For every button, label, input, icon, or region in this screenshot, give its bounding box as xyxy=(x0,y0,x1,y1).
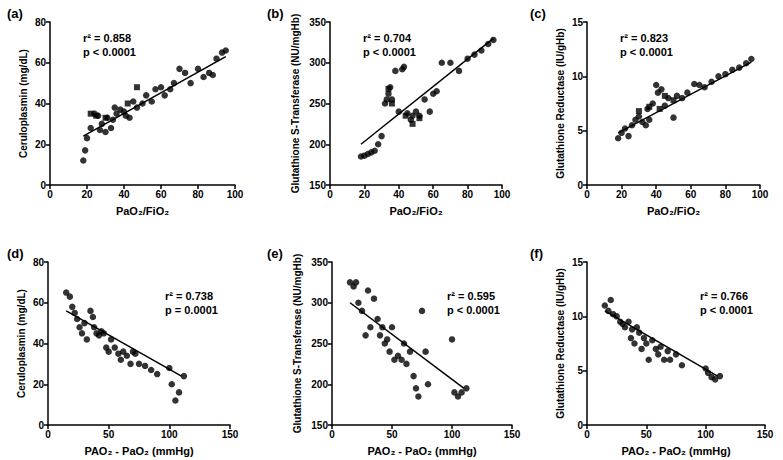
svg-text:15: 15 xyxy=(572,17,584,28)
svg-text:60: 60 xyxy=(33,297,45,308)
svg-text:PAO₂ - PaO₂ (mmHg): PAO₂ - PaO₂ (mmHg) xyxy=(84,445,194,457)
svg-text:40: 40 xyxy=(35,98,47,109)
svg-text:(a): (a) xyxy=(7,6,23,21)
svg-text:PAO₂ - PaO₂ (mmHg): PAO₂ - PaO₂ (mmHg) xyxy=(621,445,731,457)
svg-text:Glutathione Reductase (IU/gHb): Glutathione Reductase (IU/gHb) xyxy=(555,268,566,419)
svg-text:100: 100 xyxy=(752,189,769,200)
svg-text:10: 10 xyxy=(572,71,584,82)
svg-text:r² = 0.595: r² = 0.595 xyxy=(447,290,495,302)
svg-text:PaO₂/FiO₂: PaO₂/FiO₂ xyxy=(647,205,700,217)
svg-text:60: 60 xyxy=(685,189,697,200)
svg-text:Glutathione S-Transferase (NU/: Glutathione S-Transferase (NU/mgHb) xyxy=(290,14,301,193)
svg-text:(e): (e) xyxy=(267,246,283,261)
svg-text:0: 0 xyxy=(584,189,590,200)
svg-text:r² = 0.704: r² = 0.704 xyxy=(363,32,412,44)
svg-text:80: 80 xyxy=(462,189,474,200)
svg-text:0: 0 xyxy=(577,180,583,191)
svg-text:300: 300 xyxy=(311,297,328,308)
svg-text:80: 80 xyxy=(35,17,47,28)
svg-text:0: 0 xyxy=(327,189,333,200)
svg-text:100: 100 xyxy=(494,189,511,200)
svg-text:60: 60 xyxy=(35,57,47,68)
svg-text:20: 20 xyxy=(81,189,93,200)
svg-text:350: 350 xyxy=(311,257,328,268)
svg-text:150: 150 xyxy=(222,429,239,440)
svg-text:150: 150 xyxy=(309,180,326,191)
svg-text:PAO₂ - PaO₂ (mmHg): PAO₂ - PaO₂ (mmHg) xyxy=(367,445,477,457)
svg-text:100: 100 xyxy=(227,189,244,200)
svg-text:150: 150 xyxy=(757,429,774,440)
svg-text:80: 80 xyxy=(33,257,45,268)
svg-text:10: 10 xyxy=(572,311,584,322)
svg-text:60: 60 xyxy=(428,189,440,200)
svg-text:0: 0 xyxy=(38,420,44,431)
svg-text:80: 80 xyxy=(720,189,732,200)
svg-text:250: 250 xyxy=(311,338,328,349)
svg-text:(d): (d) xyxy=(7,246,24,261)
svg-text:60: 60 xyxy=(155,189,167,200)
svg-text:100: 100 xyxy=(697,429,714,440)
svg-text:20: 20 xyxy=(33,379,45,390)
svg-text:p < 0.0001: p < 0.0001 xyxy=(447,304,500,316)
svg-text:0: 0 xyxy=(329,429,335,440)
svg-text:(f): (f) xyxy=(530,246,543,261)
svg-text:100: 100 xyxy=(444,429,461,440)
svg-text:0: 0 xyxy=(577,420,583,431)
svg-text:100: 100 xyxy=(161,429,178,440)
svg-text:(b): (b) xyxy=(267,6,284,21)
svg-text:40: 40 xyxy=(33,338,45,349)
svg-text:200: 200 xyxy=(309,139,326,150)
svg-text:350: 350 xyxy=(309,17,326,28)
svg-text:Ceruloplasmin (mg/dL): Ceruloplasmin (mg/dL) xyxy=(16,289,27,398)
svg-text:PaO₂/FiO₂: PaO₂/FiO₂ xyxy=(389,205,442,217)
svg-text:5: 5 xyxy=(577,125,583,136)
svg-text:50: 50 xyxy=(103,429,115,440)
svg-text:r² = 0.823: r² = 0.823 xyxy=(620,32,668,44)
svg-text:80: 80 xyxy=(192,189,204,200)
svg-text:15: 15 xyxy=(572,257,584,268)
svg-text:p < 0.0001: p < 0.0001 xyxy=(363,46,416,58)
svg-text:p < 0.0001: p < 0.0001 xyxy=(83,46,136,58)
svg-text:0: 0 xyxy=(40,180,46,191)
svg-text:50: 50 xyxy=(641,429,653,440)
svg-text:r² = 0.858: r² = 0.858 xyxy=(83,32,131,44)
svg-text:5: 5 xyxy=(577,365,583,376)
svg-text:50: 50 xyxy=(386,429,398,440)
svg-text:p < 0.0001: p < 0.0001 xyxy=(700,304,753,316)
svg-text:p = 0.0001: p = 0.0001 xyxy=(165,304,218,316)
svg-text:250: 250 xyxy=(309,98,326,109)
svg-text:Glutathione Reductase (IU/gHb): Glutathione Reductase (IU/gHb) xyxy=(555,28,566,179)
svg-text:150: 150 xyxy=(504,429,521,440)
svg-text:40: 40 xyxy=(651,189,663,200)
svg-text:20: 20 xyxy=(35,139,47,150)
svg-text:300: 300 xyxy=(309,57,326,68)
svg-text:(c): (c) xyxy=(530,6,546,21)
svg-text:40: 40 xyxy=(393,189,405,200)
svg-text:200: 200 xyxy=(311,379,328,390)
svg-text:20: 20 xyxy=(359,189,371,200)
svg-text:0: 0 xyxy=(47,189,53,200)
svg-text:20: 20 xyxy=(616,189,628,200)
svg-text:p < 0.0001: p < 0.0001 xyxy=(620,46,673,58)
svg-text:Ceruloplasmin (mg/dL): Ceruloplasmin (mg/dL) xyxy=(18,49,29,158)
svg-text:r² = 0.738: r² = 0.738 xyxy=(165,290,213,302)
svg-text:0: 0 xyxy=(584,429,590,440)
svg-text:PaO₂/FiO₂: PaO₂/FiO₂ xyxy=(116,205,169,217)
svg-text:0: 0 xyxy=(45,429,51,440)
svg-text:40: 40 xyxy=(118,189,130,200)
svg-text:r² = 0.766: r² = 0.766 xyxy=(700,290,748,302)
svg-text:Glutathione S-Transferase (NU/: Glutathione S-Transferase (NU/mgHb) xyxy=(292,254,303,433)
svg-text:150: 150 xyxy=(311,420,328,431)
